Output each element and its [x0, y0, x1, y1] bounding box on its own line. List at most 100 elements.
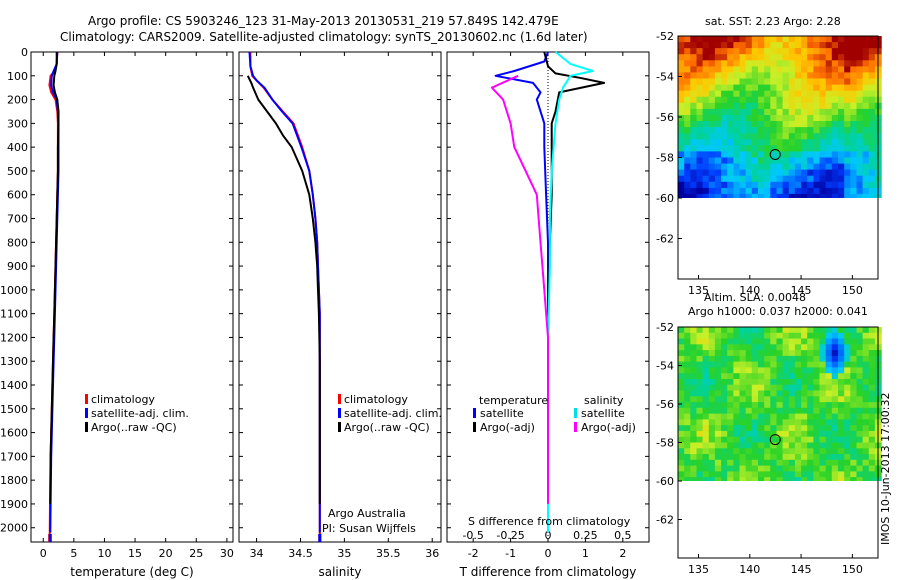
map-cell [819, 193, 827, 198]
map-cell [807, 72, 814, 80]
map-cell [813, 102, 821, 110]
map-cell [702, 127, 710, 134]
map-cell [862, 355, 870, 363]
map-cell [708, 384, 716, 392]
map-cell [690, 448, 698, 455]
map-cell [690, 169, 698, 177]
map-cell [782, 338, 790, 345]
map-cell [684, 96, 691, 104]
map-cell [788, 175, 796, 183]
map-cell [807, 413, 814, 420]
map-cell [764, 169, 771, 177]
map-cell [758, 425, 765, 432]
map-cell [868, 327, 876, 334]
map-cell [868, 338, 876, 345]
map-cell [801, 145, 808, 152]
map-cell [825, 54, 833, 61]
map-cell [825, 78, 833, 86]
map-cell [844, 344, 851, 351]
map-cell [696, 332, 704, 340]
map-cell [739, 327, 747, 334]
map-cell [764, 471, 771, 478]
map-cell [684, 66, 691, 74]
map-cell [856, 327, 864, 334]
map-cell [838, 471, 845, 478]
map-cell [856, 127, 864, 134]
x-tick-label: 10 [97, 547, 111, 560]
map-cell [721, 407, 728, 415]
map-cell [776, 344, 784, 351]
map-cell [844, 373, 851, 380]
x-tick-label: 1 [582, 547, 589, 560]
map-cell [764, 108, 771, 116]
map-cell [776, 442, 784, 449]
map-cell [739, 355, 747, 363]
x-tick-label: -2 [468, 547, 479, 560]
map-cell [850, 344, 858, 351]
map-cell [684, 338, 691, 345]
map-cell [758, 42, 765, 49]
map-cell [721, 402, 728, 409]
map-cell [678, 373, 685, 380]
map-cell [733, 367, 741, 374]
map-cell [678, 332, 685, 340]
map-cell [776, 355, 784, 363]
map-cell [764, 121, 771, 128]
map-cell [684, 151, 691, 159]
map-cell [856, 419, 864, 426]
map-cell [819, 425, 827, 432]
map-cell [690, 471, 698, 478]
map-cell [678, 465, 685, 472]
map-cell [745, 344, 753, 351]
map-cell [862, 145, 870, 152]
map-cell [825, 442, 833, 449]
map-cell [739, 477, 747, 481]
map-cell [831, 48, 839, 55]
map-cell [801, 384, 808, 392]
map-cell [813, 407, 821, 415]
map-cell [721, 121, 728, 128]
map-cell [862, 436, 870, 444]
map-cell [850, 127, 858, 134]
map-cell [758, 78, 765, 86]
map-cell [862, 175, 870, 183]
map-cell [801, 442, 808, 449]
map-cell [751, 193, 759, 198]
map-cell [770, 327, 778, 334]
map-cell [684, 361, 691, 368]
map-cell [856, 338, 864, 345]
map-cell [825, 72, 833, 80]
map-cell [758, 36, 765, 43]
difference-legend: temperature salinity satellite Argo(-adj… [468, 394, 636, 528]
map-cell [868, 332, 876, 340]
map-cell [751, 361, 759, 368]
map-cell [831, 367, 839, 374]
map-cell [788, 108, 796, 116]
map-cell [714, 72, 722, 80]
map-cell [776, 332, 784, 340]
map-cell [850, 181, 858, 189]
map-cell [745, 396, 753, 403]
map-cell [776, 407, 784, 415]
map-cell [819, 361, 827, 368]
map-cell [794, 102, 802, 110]
map-cell [764, 193, 771, 198]
title-line-2: Climatology: CARS2009. Satellite-adjuste… [60, 30, 588, 44]
map-cell [868, 102, 876, 110]
map-cell [819, 396, 827, 403]
map-cell [801, 448, 808, 455]
map-cell [739, 193, 747, 198]
map-cell [764, 139, 771, 146]
map-cell [850, 355, 858, 363]
map-cell [678, 396, 685, 403]
map-cell [831, 139, 839, 146]
map-cell [801, 454, 808, 461]
map-cell [819, 379, 827, 386]
map-cell [819, 115, 827, 122]
map-cell [733, 48, 741, 55]
map-cell [825, 430, 833, 438]
map-cell [745, 175, 753, 183]
map-cell [825, 66, 833, 74]
map-cell [714, 48, 722, 55]
map-cell [788, 448, 796, 455]
